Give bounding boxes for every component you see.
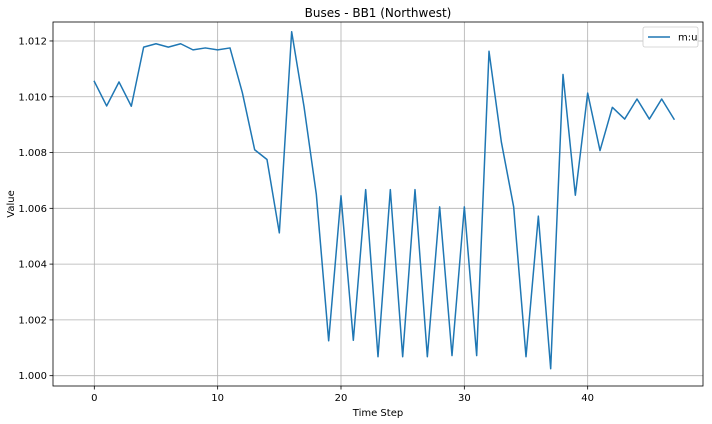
x-axis-label: Time Step: [352, 408, 403, 419]
y-tick-label: 1.000: [18, 371, 47, 382]
y-tick-label: 1.002: [18, 315, 47, 326]
y-tick-label: 1.008: [18, 148, 47, 159]
x-tick-label: 10: [211, 393, 224, 404]
legend-box: [642, 26, 699, 48]
x-tick-label: 20: [335, 393, 348, 404]
x-tick-label: 30: [458, 393, 471, 404]
y-tick-label: 1.012: [18, 36, 47, 47]
x-axis-ticks: 0 10 20 30 40: [91, 386, 594, 404]
plot-frame: [52, 21, 704, 387]
plot-area: [53, 22, 703, 386]
series-layer: [93, 31, 676, 370]
legend-label-m-u: m:u: [678, 33, 697, 44]
series-line-m-u: [93, 31, 676, 370]
y-gridlines: [53, 40, 703, 377]
y-axis-label: Value: [6, 190, 17, 217]
x-tick-label: 0: [91, 393, 97, 404]
y-tick-label: 1.010: [18, 92, 47, 103]
y-tick-label: 1.006: [18, 204, 47, 215]
x-tick-label: 40: [581, 393, 594, 404]
y-tick-label: 1.004: [18, 260, 47, 271]
legend: m:u: [642, 26, 699, 48]
y-axis-ticks: 1.000 1.002 1.004 1.006 1.008 1.010 1.012: [18, 36, 53, 382]
chart-title: Buses - BB1 (Northwest): [305, 6, 452, 20]
